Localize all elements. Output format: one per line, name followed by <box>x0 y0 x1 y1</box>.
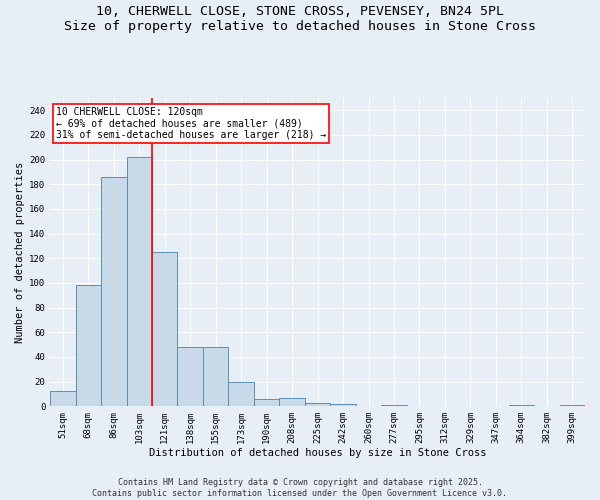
Bar <box>178 347 203 406</box>
Bar <box>381 405 407 406</box>
Bar <box>305 402 331 406</box>
Bar <box>127 157 152 406</box>
Text: 10 CHERWELL CLOSE: 120sqm
← 69% of detached houses are smaller (489)
31% of semi: 10 CHERWELL CLOSE: 120sqm ← 69% of detac… <box>56 107 326 140</box>
Bar <box>509 405 534 406</box>
Bar <box>331 404 356 406</box>
Bar <box>203 347 229 406</box>
Y-axis label: Number of detached properties: Number of detached properties <box>15 162 25 342</box>
Bar <box>560 405 585 406</box>
Bar <box>152 252 178 406</box>
Bar <box>76 286 101 406</box>
Text: 10, CHERWELL CLOSE, STONE CROSS, PEVENSEY, BN24 5PL
Size of property relative to: 10, CHERWELL CLOSE, STONE CROSS, PEVENSE… <box>64 5 536 33</box>
Bar <box>254 399 280 406</box>
Bar <box>101 177 127 406</box>
Text: Contains HM Land Registry data © Crown copyright and database right 2025.
Contai: Contains HM Land Registry data © Crown c… <box>92 478 508 498</box>
Bar <box>50 392 76 406</box>
Bar <box>229 382 254 406</box>
Bar <box>280 398 305 406</box>
X-axis label: Distribution of detached houses by size in Stone Cross: Distribution of detached houses by size … <box>149 448 487 458</box>
